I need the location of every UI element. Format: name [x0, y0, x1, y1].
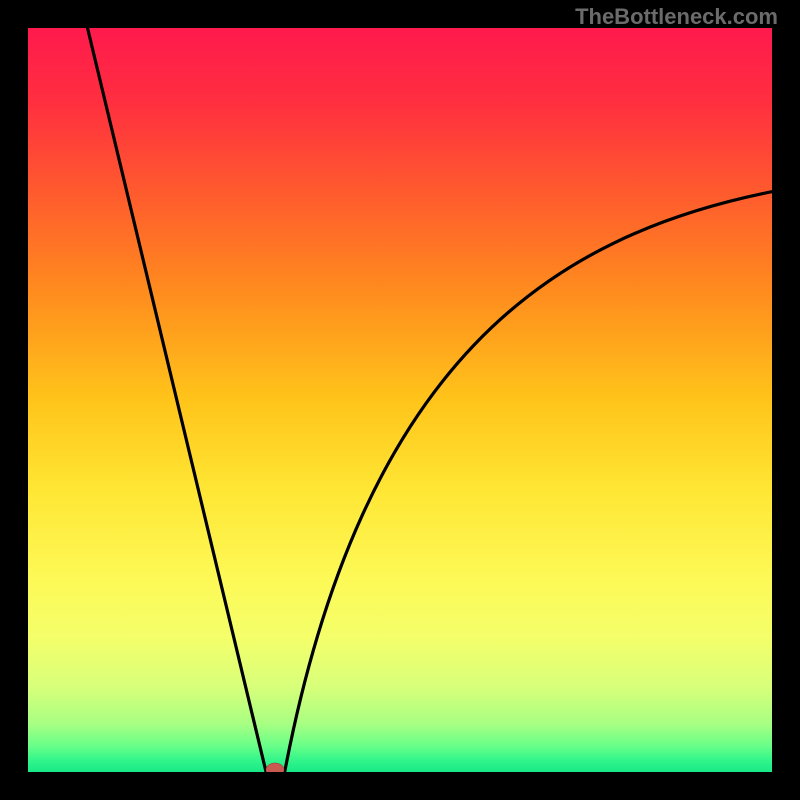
plot-area: [28, 28, 772, 772]
chart-svg: [28, 28, 772, 772]
chart-container: TheBottleneck.com: [0, 0, 800, 800]
gradient-background: [28, 28, 772, 772]
watermark-text: TheBottleneck.com: [575, 4, 778, 30]
